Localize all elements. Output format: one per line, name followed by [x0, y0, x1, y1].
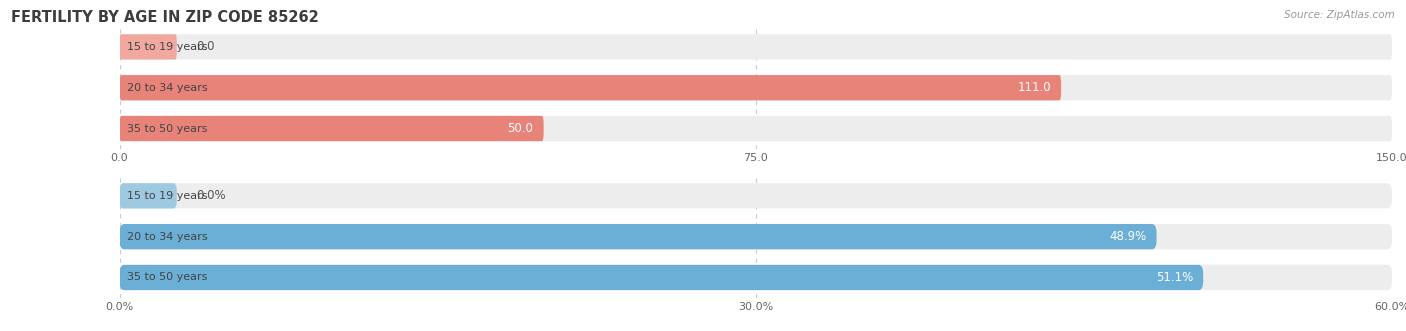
FancyBboxPatch shape: [120, 224, 1157, 249]
Text: 35 to 50 years: 35 to 50 years: [127, 272, 208, 282]
FancyBboxPatch shape: [120, 116, 544, 141]
FancyBboxPatch shape: [120, 183, 177, 209]
FancyBboxPatch shape: [120, 265, 1204, 290]
FancyBboxPatch shape: [120, 34, 1392, 60]
Text: 15 to 19 years: 15 to 19 years: [127, 191, 208, 201]
FancyBboxPatch shape: [120, 34, 177, 60]
Text: Source: ZipAtlas.com: Source: ZipAtlas.com: [1284, 10, 1395, 20]
FancyBboxPatch shape: [120, 75, 1392, 100]
Text: 0.0%: 0.0%: [195, 189, 225, 202]
Text: 48.9%: 48.9%: [1109, 230, 1146, 243]
Text: 0.0: 0.0: [195, 40, 214, 53]
Text: 51.1%: 51.1%: [1156, 271, 1194, 284]
Text: 20 to 34 years: 20 to 34 years: [127, 83, 208, 93]
Text: 35 to 50 years: 35 to 50 years: [127, 123, 208, 133]
FancyBboxPatch shape: [120, 75, 1062, 100]
Text: 20 to 34 years: 20 to 34 years: [127, 232, 208, 242]
Text: 50.0: 50.0: [508, 122, 533, 135]
FancyBboxPatch shape: [120, 116, 1392, 141]
Text: 15 to 19 years: 15 to 19 years: [127, 42, 208, 52]
FancyBboxPatch shape: [120, 265, 1392, 290]
Text: 111.0: 111.0: [1018, 81, 1050, 94]
FancyBboxPatch shape: [120, 224, 1392, 249]
FancyBboxPatch shape: [120, 183, 1392, 209]
Text: FERTILITY BY AGE IN ZIP CODE 85262: FERTILITY BY AGE IN ZIP CODE 85262: [11, 10, 319, 25]
